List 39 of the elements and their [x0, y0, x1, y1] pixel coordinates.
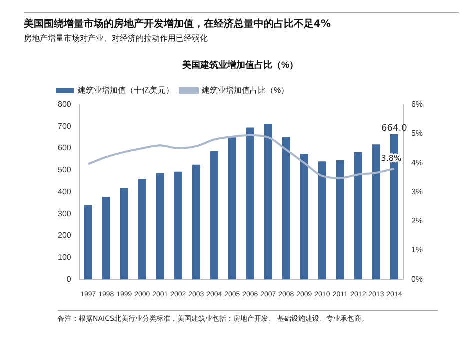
bar	[210, 151, 218, 280]
bar	[84, 205, 92, 280]
y2-tick-label: 4%	[411, 158, 423, 168]
bar	[120, 188, 128, 280]
y-tick-label: 500	[58, 166, 72, 175]
y-tick-label: 100	[58, 252, 72, 262]
y-tick-label: 700	[58, 122, 72, 131]
y-tick-label: 200	[58, 231, 72, 240]
bar	[138, 179, 146, 280]
bar	[192, 164, 200, 280]
bar	[336, 160, 344, 280]
y-tick-label: 300	[58, 209, 72, 218]
bar	[156, 173, 164, 280]
bar	[264, 124, 272, 280]
y2-tick-label: 1%	[411, 246, 423, 255]
bar	[282, 137, 290, 280]
y2-tick-label: 6%	[411, 100, 423, 110]
chart-title: 美国建筑业增加值占比（%）	[181, 60, 299, 70]
bar	[300, 154, 308, 280]
y2-tick-label: 3%	[411, 187, 423, 196]
y2-tick-label: 2%	[411, 216, 423, 226]
bar	[354, 152, 362, 280]
y2-tick-label: 0%	[411, 274, 423, 284]
y-tick-label: 0	[66, 274, 72, 284]
y2-tick-label: 5%	[411, 129, 423, 138]
bar	[246, 128, 254, 280]
bar	[228, 138, 236, 280]
bar	[102, 197, 110, 280]
bar	[174, 172, 182, 280]
y-tick-label: 400	[58, 187, 72, 196]
legend-label: 建筑业增加值占比（%）	[201, 86, 290, 96]
bar	[318, 162, 326, 280]
text: 美国围绕增量市场的房地产开发增加值，在经济总量中的占比不足4%	[24, 17, 332, 31]
text: 房地产增量市场对产业、对经济的拉动作用已经弱化	[24, 33, 209, 44]
bar	[372, 144, 380, 280]
y-tick-label: 600	[58, 144, 72, 153]
data-label: 664.0	[382, 124, 408, 134]
y-tick-label: 800	[58, 100, 72, 110]
legend-label: 建筑业增加值（十亿美元）	[77, 86, 174, 96]
